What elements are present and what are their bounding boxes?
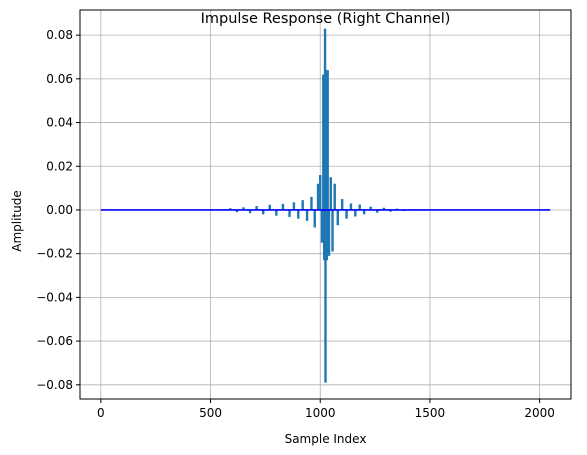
y-tick-label: 0.02 xyxy=(46,159,73,173)
x-tick-label: 500 xyxy=(199,406,222,420)
y-tick-label: 0.00 xyxy=(46,203,73,217)
x-tick-label: 1500 xyxy=(415,406,446,420)
y-tick-label: −0.02 xyxy=(36,247,73,261)
y-tick-label: 0.08 xyxy=(46,28,73,42)
chart-title: Impulse Response (Right Channel) xyxy=(201,11,451,27)
x-tick-label: 1000 xyxy=(305,406,336,420)
y-tick-label: −0.08 xyxy=(36,378,73,392)
y-tick-label: 0.04 xyxy=(46,116,73,130)
x-tick-label: 0 xyxy=(97,406,105,420)
x-axis-label: Sample Index xyxy=(285,432,367,446)
axis-ticks: 0 500 1000 1500 2000 −0.08 −0.06 −0.04 −0.02 0.00… xyxy=(36,28,555,420)
y-tick-label: 0.06 xyxy=(46,72,73,86)
y-tick-label: −0.04 xyxy=(36,290,73,304)
plot-area xyxy=(100,28,551,383)
y-axis-label: Amplitude xyxy=(10,190,24,252)
axes-frame xyxy=(79,9,572,400)
y-tick-label: −0.06 xyxy=(36,334,73,348)
x-tick-label: 2000 xyxy=(524,406,555,420)
